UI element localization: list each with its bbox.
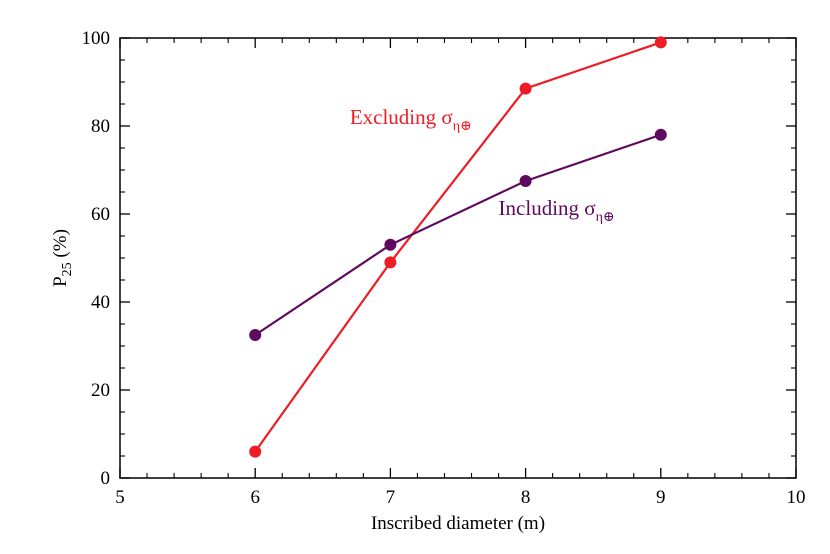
series-line-including: [254, 133, 662, 336]
series-layer: [249, 36, 667, 458]
y-tick-label: 20: [91, 380, 110, 401]
x-tick-label: 10: [787, 487, 806, 508]
x-tick-label: 9: [656, 487, 666, 508]
data-point-excluding: [519, 82, 532, 95]
y-tick-label: 0: [101, 468, 111, 489]
annotation-layer: Excluding ση⊕Including ση⊕: [350, 105, 615, 225]
annotation-excluding-subscript: η⊕: [453, 119, 472, 134]
y-tick-label: 80: [91, 116, 110, 137]
x-tick-label: 5: [115, 487, 125, 508]
data-point-including: [519, 175, 532, 187]
data-point-excluding: [249, 445, 262, 458]
y-axis-title-sub: 25: [60, 262, 75, 276]
annotation-excluding-text: Excluding σ: [350, 105, 453, 129]
x-axis-title: Inscribed diameter (m): [371, 513, 545, 534]
data-point-including: [654, 128, 667, 141]
data-point-including: [384, 238, 397, 251]
annotation-including-text: Including σ: [499, 196, 596, 220]
annotation-including-subscript: η⊕: [596, 210, 615, 225]
annotation-excluding: Excluding ση⊕: [350, 105, 472, 134]
data-point-excluding: [384, 256, 397, 269]
y-axis-title-rest: (%): [50, 229, 71, 262]
x-tick-label: 6: [250, 487, 260, 508]
x-tick-label: 7: [386, 487, 396, 508]
y-tick-label: 60: [91, 204, 110, 225]
y-axis-title: P25 (%): [50, 229, 75, 287]
y-tick-label: 100: [82, 28, 111, 49]
data-point-including: [249, 329, 262, 341]
data-point-excluding: [654, 36, 667, 49]
y-axis-title-base: P: [50, 276, 71, 287]
series-line-excluding: [254, 41, 662, 453]
axis-ticks: [119, 37, 797, 479]
annotation-including: Including ση⊕: [499, 196, 615, 225]
x-tick-label: 8: [521, 487, 531, 508]
plot-frame: [119, 37, 797, 479]
y-tick-label: 40: [91, 292, 110, 313]
